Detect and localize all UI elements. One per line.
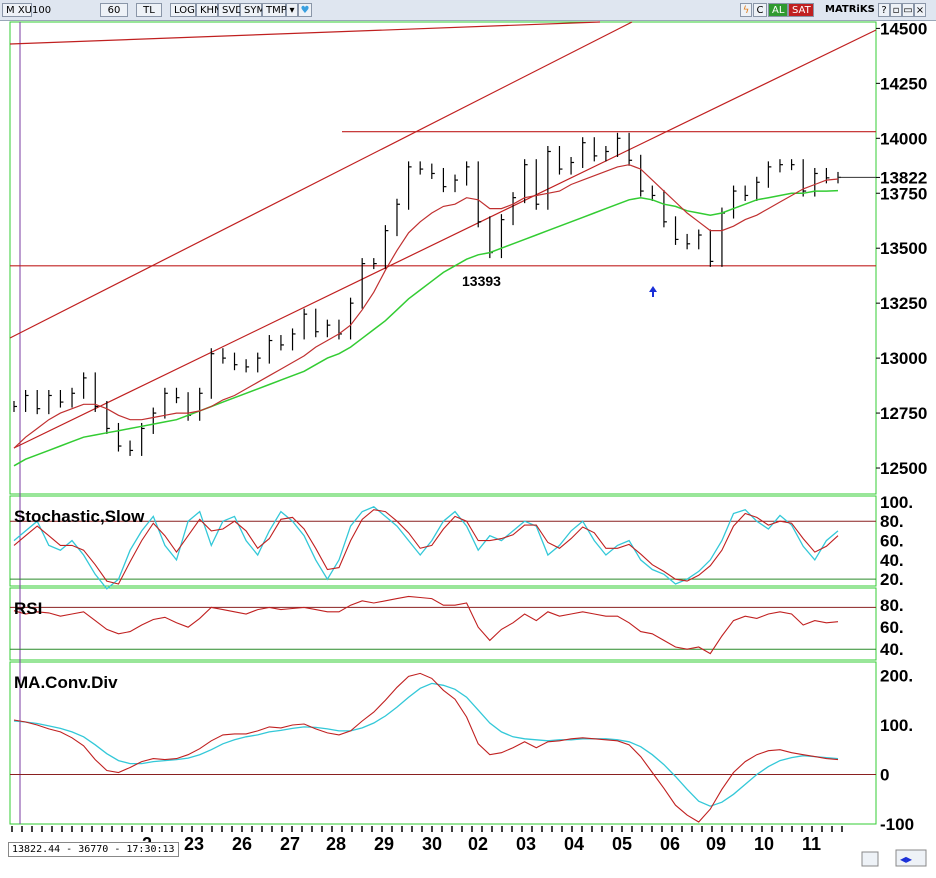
stochastic-y-tick-label: 80. [880,512,904,531]
close-icon[interactable]: × [914,3,926,17]
sat-button[interactable]: SAT [788,3,814,17]
price-y-tick-label: 13000 [880,349,927,368]
x-tick-label: 11 [802,834,821,854]
stochastic-y-tick-label: 20. [880,570,904,589]
rsi-panel: 80. 60. 40. [10,595,904,659]
macd-line [13,672,839,823]
period-field[interactable]: 60 [100,3,128,17]
low-annotation: 13393 [462,273,501,289]
macd-panel-frame [9,661,877,825]
price-y-tick-label: 14000 [880,129,927,148]
x-tick-label: 04 [564,834,584,854]
stochastic-panel-frame [9,495,877,587]
x-tick-label: 29 [374,834,394,854]
stochastic-panel: 100.80.60.40.20. [10,493,913,590]
stochastic-y-tick-label: 100. [880,493,913,512]
rsi-title: RSI [14,599,42,618]
scroll-controls[interactable]: ◂▸ [861,849,927,867]
symbol-prefix: M [6,5,15,16]
macd-y-tick-label: -100 [880,815,914,834]
cursor-readout: 13822.44 - 36770 - 17:30:13 [8,842,179,857]
x-tick-label: 27 [280,834,300,854]
x-tick-label: 05 [612,834,632,854]
stochastic-title: Stochastic,Slow [14,507,145,526]
x-tick-label: 10 [754,834,774,854]
x-tick-label: 06 [660,834,680,854]
dropdown-arrow-icon[interactable]: ▾ [286,3,298,17]
long-moving-average-line [13,189,839,467]
x-tick-label: 23 [184,834,204,854]
rsi-panel-frame [9,587,877,661]
price-y-tick-label: 12500 [880,459,927,478]
top-trend-line [9,21,601,45]
stochastic-d-line [13,509,839,585]
nav-arrows-icon[interactable]: ◂▸ [900,852,912,866]
macd-panel: 200. 100. 0 -100 [10,666,914,834]
x-tick-label: 03 [516,834,536,854]
price-y-tick-label: 13250 [880,294,927,313]
sym-button[interactable]: SYM [240,3,265,17]
currency-field[interactable]: TL [136,3,162,17]
price-y-tick-label: 13750 [880,184,927,203]
khn-button[interactable]: KHN [196,3,222,17]
short-moving-average-line [13,164,839,449]
macd-y-tick-label: 100. [880,716,913,735]
lower-trend-line [13,29,877,449]
price-y-tick-label: 14500 [880,20,927,38]
price-y-tick-label: 13500 [880,239,927,258]
symbol-field[interactable]: M XU100 [2,3,51,17]
restore-icon[interactable]: ▭ [902,3,914,17]
stochastic-y-tick-label: 60. [880,532,904,551]
stochastic-k-line [13,506,839,590]
rsi-y-tick-label: 80. [880,596,904,615]
price-panel-frame [9,21,877,495]
upper-trend-line [9,21,633,339]
price-y-tick-label: 12750 [880,404,927,423]
svd-button[interactable]: SVD [218,3,243,17]
help-icon[interactable]: ? [878,3,890,17]
x-tick-label: 09 [706,834,726,854]
minimize-icon[interactable]: ▫ [890,3,902,17]
nav-buttons[interactable] [895,849,927,867]
c-button[interactable]: C [753,3,767,17]
scroll-left-button[interactable] [861,851,879,867]
tmp-button[interactable]: TMP [262,3,287,17]
macd-signal-line [13,682,839,807]
rsi-y-tick-label: 60. [880,618,904,637]
blue-arrow-icon [649,286,657,297]
log-button[interactable]: LOG [170,3,196,17]
symbol-name: XU100 [17,5,52,16]
macd-title: MA.Conv.Div [14,673,118,692]
lightning-icon[interactable]: ϟ [740,3,752,17]
chart-toolbar: M XU100 60 TL LOG KHN SVD SYM TMP ▾ ♥ ϟ … [0,0,936,21]
rsi-y-tick-label: 40. [880,640,904,659]
al-button[interactable]: AL [768,3,788,17]
brand-label: MATRiKS [822,3,876,17]
x-tick-label: 26 [232,834,252,854]
x-tick-label: 30 [422,834,442,854]
twitter-icon[interactable]: ♥ [298,3,312,17]
stochastic-y-tick-label: 40. [880,551,904,570]
price-y-tick-label: 13822 [880,168,927,187]
macd-y-tick-label: 0 [880,765,889,784]
macd-y-tick-label: 200. [880,666,913,685]
x-tick-label: 02 [468,834,488,854]
rsi-line [13,595,839,655]
price-y-tick-label: 14250 [880,74,927,93]
x-tick-label: 28 [326,834,346,854]
